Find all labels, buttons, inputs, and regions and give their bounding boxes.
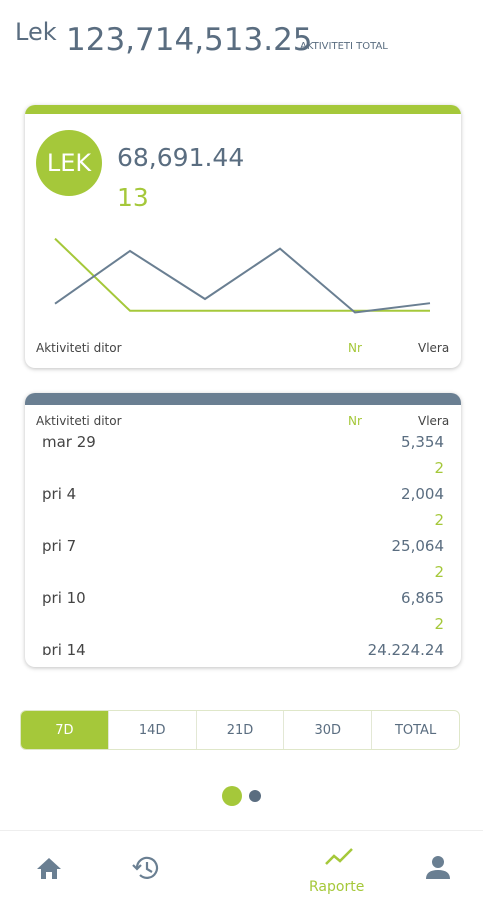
row-nr: 2 — [434, 563, 444, 581]
tab[interactable]: TOTAL — [371, 711, 459, 749]
reports-icon[interactable] — [325, 848, 353, 865]
row-nr: 2 — [434, 511, 444, 529]
page-dots — [222, 786, 261, 806]
summary-card: LEK 68,691.44 13 Aktiviteti ditor Nr Vle… — [25, 105, 461, 368]
row-value: 24,224.24 — [367, 641, 444, 655]
card-bar — [25, 393, 461, 405]
row-value: 6,865 — [401, 589, 444, 607]
legend-nr: Nr — [348, 341, 362, 355]
row-value: 5,354 — [401, 433, 444, 451]
dot — [249, 790, 261, 802]
total-label: AKTIVITETI TOTAL — [300, 41, 388, 52]
card-bar — [25, 105, 461, 114]
list-header: Vlera — [418, 414, 450, 428]
badge: LEK — [36, 130, 102, 196]
legend-vlera: Vlera — [418, 341, 450, 355]
tab[interactable]: 30D — [283, 711, 371, 749]
nav-divider — [0, 830, 483, 831]
total-amount: 123,714,513.25 — [66, 22, 313, 58]
tab[interactable]: 21D — [195, 711, 284, 749]
history-icon[interactable] — [132, 856, 159, 879]
row-date: pri 10 — [42, 589, 86, 607]
line-series — [54, 247, 431, 314]
row-date: pri 14 — [42, 641, 86, 655]
row-date: mar 29 — [42, 433, 96, 451]
row-nr: 2 — [434, 615, 444, 633]
row-date: pri 4 — [42, 485, 77, 503]
footer-label: Aktiviteti ditor — [36, 341, 122, 355]
nav-label-active[interactable]: Raporte — [309, 879, 365, 895]
profile-icon[interactable] — [426, 856, 450, 879]
list-header: Nr — [348, 414, 362, 428]
bottom-nav — [37, 848, 450, 879]
count: 13 — [117, 183, 149, 212]
amount: 68,691.44 — [117, 143, 245, 172]
list-rows: mar 29 5,354 2 pri 4 2,004 2 pri 7 25,064 2 pri 1… — [25, 433, 461, 655]
chart — [54, 237, 431, 314]
home-icon[interactable] — [37, 858, 61, 879]
tab[interactable]: 7D — [21, 711, 108, 749]
list-header: Aktiviteti ditor — [36, 414, 122, 428]
tab[interactable]: 14D — [107, 711, 196, 749]
row-value: 25,064 — [391, 537, 445, 555]
list-card: Aktiviteti ditor Nr Vlera mar 29 5,354 2 pr… — [25, 393, 461, 667]
period-tabs: 7D 14D 21D 30D TOTAL — [20, 710, 460, 750]
currency: Lek — [15, 18, 57, 46]
row-nr: 2 — [434, 459, 444, 477]
dot-active — [222, 786, 242, 806]
row-date: pri 7 — [42, 537, 77, 555]
row-value: 2,004 — [401, 485, 444, 503]
